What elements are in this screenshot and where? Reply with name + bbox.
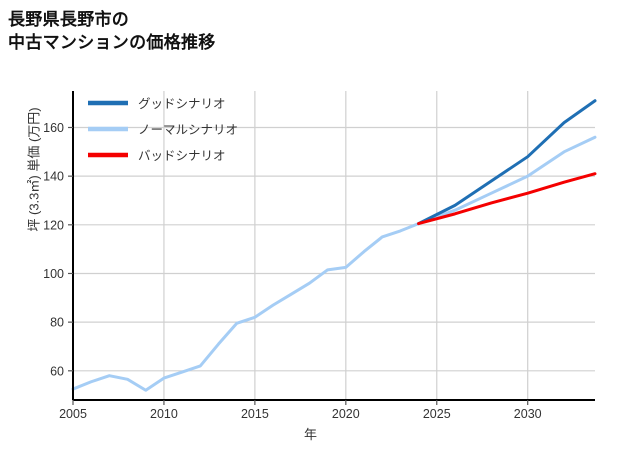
chart-title-line1: 長野県長野市の bbox=[8, 10, 130, 29]
legend-label: グッドシナリオ bbox=[138, 97, 226, 111]
x-tick-label: 2010 bbox=[150, 407, 178, 421]
y-tick-label: 140 bbox=[43, 170, 64, 184]
y-tick-label: 60 bbox=[50, 364, 64, 378]
y-tick-label: 80 bbox=[50, 316, 64, 330]
data-lines bbox=[71, 99, 597, 392]
legend-label: バッドシナリオ bbox=[138, 149, 226, 163]
axis-lines bbox=[72, 91, 595, 401]
legend-label: ノーマルシナリオ bbox=[138, 123, 238, 137]
y-tick-labels: 60 80 100 120 140 160 bbox=[43, 121, 73, 378]
x-tick-label: 2005 bbox=[59, 407, 87, 421]
y-axis-label: 坪 (3.3㎡) 単価 (万円) bbox=[26, 107, 42, 232]
x-tick-label: 2015 bbox=[241, 407, 269, 421]
chart-title-line2: 中古マンションの価格推移 bbox=[8, 33, 216, 52]
chart-title: 長野県長野市の 中古マンションの価格推移 bbox=[8, 8, 216, 54]
y-tick-label: 100 bbox=[43, 267, 64, 281]
x-tick-label: 2020 bbox=[332, 407, 360, 421]
x-axis-label: 年 bbox=[303, 427, 317, 442]
x-tick-label: 2025 bbox=[423, 407, 451, 421]
x-tick-labels: 2005 2010 2015 2020 2025 2030 bbox=[59, 400, 542, 421]
series-line-ノーマルシナリオ bbox=[71, 135, 597, 392]
x-tick-label: 2030 bbox=[514, 407, 542, 421]
y-tick-label: 160 bbox=[43, 121, 64, 135]
series-line-バッドシナリオ bbox=[417, 172, 597, 226]
gridlines bbox=[72, 91, 595, 400]
y-tick-label: 120 bbox=[43, 218, 64, 232]
series-line-グッドシナリオ bbox=[417, 99, 597, 226]
